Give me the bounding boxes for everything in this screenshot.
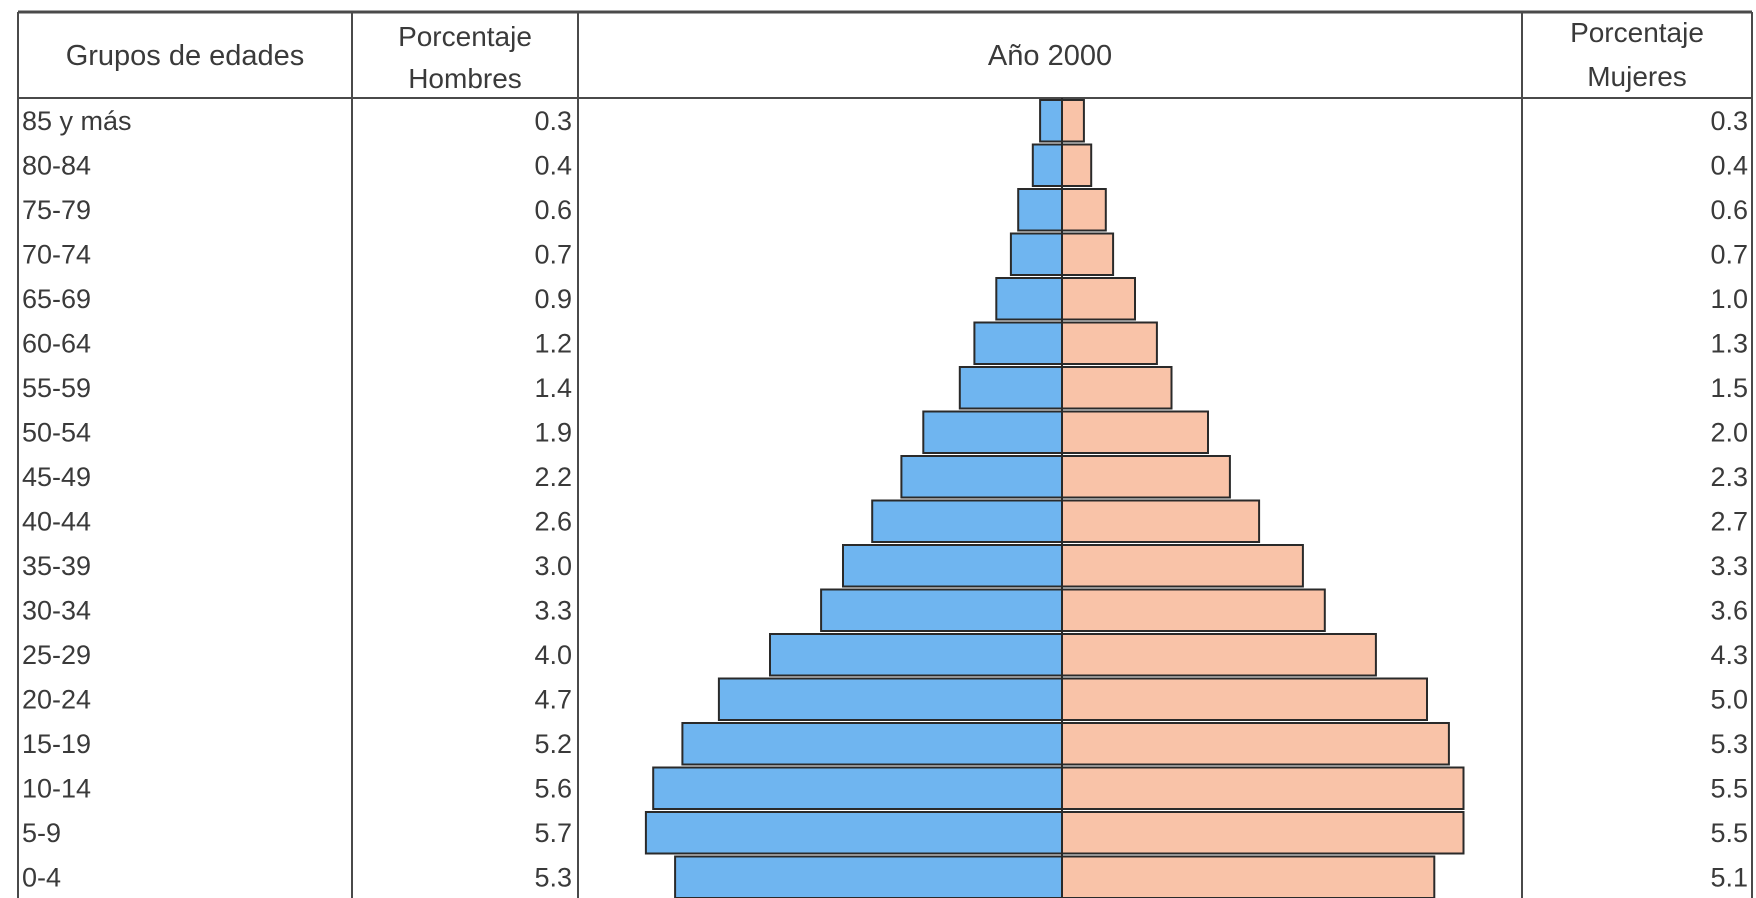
women-bar xyxy=(1061,588,1326,632)
age-group-label: 5-9 xyxy=(22,818,61,848)
age-group-label: 0-4 xyxy=(22,863,61,893)
age-group-label: 55-59 xyxy=(22,373,91,403)
age-group-label: 50-54 xyxy=(22,418,91,448)
men-bar xyxy=(1017,188,1064,232)
age-group-label: 60-64 xyxy=(22,329,91,359)
women-percentage-value: 5.0 xyxy=(1710,685,1748,715)
men-bar xyxy=(1039,99,1063,143)
women-percentage-value: 5.1 xyxy=(1710,863,1748,893)
women-percentage-value: 3.3 xyxy=(1710,551,1748,581)
women-bar xyxy=(1061,855,1436,898)
men-percentage-value: 1.4 xyxy=(534,373,572,403)
women-bar xyxy=(1061,143,1093,187)
women-percentage-value: 0.7 xyxy=(1710,240,1748,270)
men-percentage-value: 0.7 xyxy=(534,240,572,270)
women-bar xyxy=(1061,188,1107,232)
age-group-label: 15-19 xyxy=(22,729,91,759)
women-percentage-value: 2.7 xyxy=(1710,507,1748,537)
age-group-label: 10-14 xyxy=(22,774,91,804)
men-bar xyxy=(973,321,1064,365)
women-percentage-value: 3.6 xyxy=(1710,596,1748,626)
men-bar xyxy=(871,499,1064,543)
women-bar xyxy=(1061,455,1231,499)
women-percentage-value: 0.6 xyxy=(1710,195,1748,225)
header-women-line1: Porcentaje xyxy=(1570,17,1704,48)
men-percentage-value: 0.4 xyxy=(534,151,572,181)
header-women-line2: Mujeres xyxy=(1587,61,1687,92)
men-percentage-value: 5.6 xyxy=(534,774,572,804)
women-bar xyxy=(1061,366,1173,410)
women-percentage-value: 1.5 xyxy=(1710,373,1748,403)
women-percentage-value: 4.3 xyxy=(1710,640,1748,670)
women-percentage-value: 0.3 xyxy=(1710,106,1748,136)
women-bar xyxy=(1061,677,1428,721)
men-percentage-value: 0.9 xyxy=(534,284,572,314)
men-percentage-value: 5.7 xyxy=(534,818,572,848)
men-bar xyxy=(769,633,1063,677)
age-group-label: 80-84 xyxy=(22,151,91,181)
men-percentage-value: 5.3 xyxy=(534,863,572,893)
men-bar xyxy=(1009,232,1064,276)
women-percentage-value: 5.5 xyxy=(1710,774,1748,804)
women-bar xyxy=(1061,633,1377,677)
women-bar xyxy=(1061,410,1209,454)
men-bar xyxy=(681,722,1064,766)
women-bar xyxy=(1061,722,1450,766)
men-bar xyxy=(922,410,1063,454)
men-percentage-value: 2.6 xyxy=(534,507,572,537)
women-bar xyxy=(1061,99,1085,143)
men-percentage-value: 4.0 xyxy=(534,640,572,670)
pyramid-rows: 85 y más 0.3 0.3 80-84 0.4 0.4 75-79 0.6 0.6 70-7… xyxy=(22,99,1748,898)
women-percentage-value: 1.0 xyxy=(1710,284,1748,314)
chart-title: Año 2000 xyxy=(988,40,1112,72)
men-bar xyxy=(674,855,1063,898)
age-group-label: 25-29 xyxy=(22,640,91,670)
women-bar xyxy=(1061,544,1304,588)
men-bar xyxy=(842,544,1063,588)
women-percentage-value: 5.5 xyxy=(1710,818,1748,848)
women-percentage-value: 1.3 xyxy=(1710,329,1748,359)
age-group-label: 30-34 xyxy=(22,596,91,626)
men-percentage-value: 0.3 xyxy=(534,106,572,136)
women-percentage-value: 5.3 xyxy=(1710,729,1748,759)
age-group-label: 45-49 xyxy=(22,462,91,492)
men-bar xyxy=(652,766,1063,810)
men-percentage-value: 3.3 xyxy=(534,596,572,626)
age-group-label: 85 y más xyxy=(22,106,132,136)
women-bar xyxy=(1061,321,1158,365)
men-percentage-value: 4.7 xyxy=(534,685,572,715)
header-men-line1: Porcentaje xyxy=(398,21,532,52)
age-group-label: 20-24 xyxy=(22,685,91,715)
women-bar xyxy=(1061,232,1115,276)
men-bar xyxy=(1031,143,1064,187)
age-group-label: 75-79 xyxy=(22,195,91,225)
header-men-line2: Hombres xyxy=(408,63,522,94)
age-group-label: 65-69 xyxy=(22,284,91,314)
men-percentage-value: 2.2 xyxy=(534,462,572,492)
women-percentage-value: 2.0 xyxy=(1710,418,1748,448)
men-bar xyxy=(958,366,1063,410)
women-bar xyxy=(1061,277,1136,321)
age-group-label: 35-39 xyxy=(22,551,91,581)
age-group-label: 40-44 xyxy=(22,507,91,537)
men-percentage-value: 1.9 xyxy=(534,418,572,448)
women-bar xyxy=(1061,499,1261,543)
women-bar xyxy=(1061,766,1465,810)
men-percentage-value: 0.6 xyxy=(534,195,572,225)
men-bar xyxy=(995,277,1063,321)
header-age-groups: Grupos de edades xyxy=(66,40,305,72)
women-bar xyxy=(1061,811,1465,855)
men-percentage-value: 1.2 xyxy=(534,329,572,359)
men-bar xyxy=(900,455,1064,499)
women-percentage-value: 2.3 xyxy=(1710,462,1748,492)
age-group-label: 70-74 xyxy=(22,240,91,270)
men-percentage-value: 5.2 xyxy=(534,729,572,759)
men-bar xyxy=(820,588,1063,632)
men-bar xyxy=(644,811,1064,855)
men-bar xyxy=(717,677,1064,721)
women-percentage-value: 0.4 xyxy=(1710,151,1748,181)
men-percentage-value: 3.0 xyxy=(534,551,572,581)
